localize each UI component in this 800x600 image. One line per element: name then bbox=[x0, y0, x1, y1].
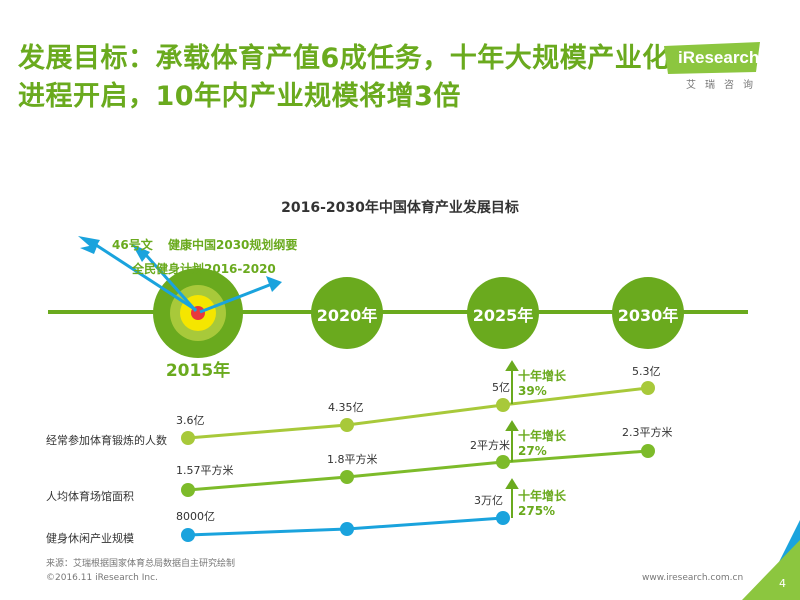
row2-line bbox=[187, 449, 649, 492]
row2-point bbox=[340, 470, 354, 484]
year-2020-circle bbox=[311, 277, 383, 349]
row2-point bbox=[181, 483, 195, 497]
growth-value: 39% bbox=[518, 384, 547, 398]
row3-point bbox=[340, 522, 354, 536]
value-label: 2.3平方米 bbox=[622, 426, 673, 439]
growth-label: 十年增长 bbox=[518, 489, 567, 503]
year-label-2030: 2030年 bbox=[617, 306, 679, 325]
page-number: 4 bbox=[779, 577, 786, 590]
value-label: 3万亿 bbox=[474, 494, 503, 507]
source-note: 来源：艾瑞根据国家体育总局数据自主研究绘制 bbox=[46, 559, 236, 569]
value-label: 5.3亿 bbox=[632, 365, 661, 378]
growth-value: 27% bbox=[518, 444, 547, 458]
footer-copyright: ©2016.11 iResearch Inc. bbox=[46, 573, 158, 583]
growth-annotation: 十年增长 275% bbox=[518, 489, 566, 519]
arrow-fletching-icon bbox=[78, 236, 282, 292]
year-label-2025: 2025年 bbox=[472, 306, 534, 325]
year-label-2020: 2020年 bbox=[316, 306, 378, 325]
footer-url: www.iresearch.com.cn bbox=[642, 573, 744, 583]
growth-annotation: 十年增长 39% bbox=[518, 369, 566, 399]
row1-line bbox=[187, 386, 649, 440]
growth-arrow-icon bbox=[505, 360, 519, 518]
corner-decoration bbox=[742, 540, 800, 600]
logo-text: iResearch bbox=[678, 48, 760, 67]
row3-point bbox=[181, 528, 195, 542]
page-title: 发展目标：承载体育产值6成任务，十年大规模产业化进程开启，10年内产业规模将增3… bbox=[18, 43, 670, 112]
row1-point bbox=[496, 398, 510, 412]
year-2030-circle bbox=[612, 277, 684, 349]
growth-value: 275% bbox=[518, 504, 556, 518]
value-label: 5亿 bbox=[492, 381, 510, 394]
logo-subtext: 艾瑞咨询 bbox=[686, 80, 762, 91]
policy-label: 全民健身计划2016-2020 bbox=[132, 262, 276, 276]
iresearch-logo: iResearch 艾瑞咨询 bbox=[664, 42, 764, 102]
row1-point bbox=[181, 431, 195, 445]
year-2025-circle bbox=[467, 277, 539, 349]
row-label: 健身休闲产业规模 bbox=[46, 532, 134, 545]
row1-point bbox=[641, 381, 655, 395]
value-label: 8000亿 bbox=[176, 510, 215, 523]
row-label: 人均体育场馆面积 bbox=[46, 490, 134, 503]
policy-label: 健康中国2030规划纲要 bbox=[168, 238, 298, 252]
row3-point bbox=[496, 511, 510, 525]
timeline-bar bbox=[48, 310, 748, 314]
row2-point bbox=[641, 444, 655, 458]
chart-title: 2016-2030年中国体育产业发展目标 bbox=[281, 200, 519, 216]
row-label: 经常参加体育锻炼的人数 bbox=[46, 434, 167, 447]
policy-label: 46号文 bbox=[112, 238, 153, 252]
arrow-icon bbox=[95, 243, 273, 314]
value-label: 1.57平方米 bbox=[176, 464, 234, 477]
row2-point bbox=[496, 455, 510, 469]
growth-label: 十年增长 bbox=[518, 429, 567, 443]
row1-point bbox=[340, 418, 354, 432]
value-label: 2平方米 bbox=[470, 439, 510, 452]
year-label-2015: 2015年 bbox=[165, 361, 231, 381]
growth-label: 十年增长 bbox=[518, 369, 567, 383]
growth-annotation: 十年增长 27% bbox=[518, 429, 566, 459]
value-label: 1.8平方米 bbox=[327, 453, 378, 466]
value-label: 3.6亿 bbox=[176, 414, 205, 427]
value-label: 4.35亿 bbox=[328, 401, 364, 414]
target-2015-circle bbox=[153, 268, 243, 358]
